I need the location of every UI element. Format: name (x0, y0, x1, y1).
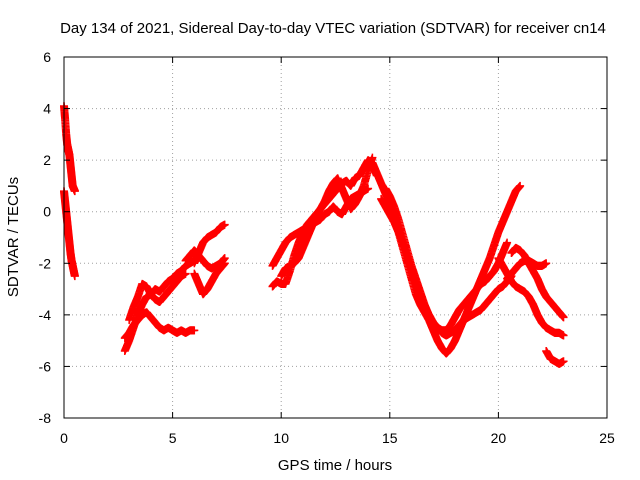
grid (64, 57, 607, 418)
series-track-18 (542, 346, 568, 368)
data-point (559, 357, 568, 366)
x-tick-label: 25 (599, 430, 615, 446)
series-track-6 (190, 220, 229, 268)
y-tick-label: 0 (43, 204, 51, 220)
series-track-17 (503, 256, 551, 283)
series-track-8 (181, 246, 229, 273)
y-tick-label: 4 (43, 101, 51, 117)
data-point (70, 272, 79, 281)
chart-title: Day 134 of 2021, Sidereal Day-to-day VTE… (60, 20, 606, 37)
y-axis-label: SDTVAR / TECUs (5, 177, 22, 297)
data-point (70, 187, 79, 196)
x-tick-label: 0 (60, 430, 68, 446)
data-point (503, 238, 512, 247)
y-tick-label: 2 (43, 152, 51, 168)
plot-border (63, 56, 608, 419)
data-point (190, 326, 199, 335)
data-points (60, 101, 568, 368)
x-tick-label: 20 (491, 430, 507, 446)
data-point (559, 331, 568, 340)
x-tick-label: 5 (169, 430, 177, 446)
data-point (220, 254, 229, 263)
y-tick-label: -2 (39, 255, 52, 271)
x-axis-label: GPS time / hours (278, 457, 392, 474)
data-point (542, 259, 551, 268)
series-track-2 (60, 187, 79, 281)
y-tick-label: -8 (39, 410, 52, 426)
x-tick-label: 15 (382, 430, 398, 446)
series-track-5 (125, 269, 190, 325)
series-track-1 (60, 101, 79, 196)
data-point (181, 269, 190, 278)
y-tick-label: -4 (39, 307, 52, 323)
y-tick-label: 6 (43, 49, 51, 65)
y-tick-label: -6 (39, 358, 52, 374)
series-track-11 (277, 153, 377, 281)
axes: 0 5 10 15 20 25 -8 -6 -4 -2 0 2 4 6 (39, 49, 615, 446)
series-track-4 (120, 308, 199, 343)
x-tick-label: 10 (273, 430, 289, 446)
data-point (220, 220, 229, 229)
data-point (559, 313, 568, 322)
data-point (516, 181, 525, 190)
